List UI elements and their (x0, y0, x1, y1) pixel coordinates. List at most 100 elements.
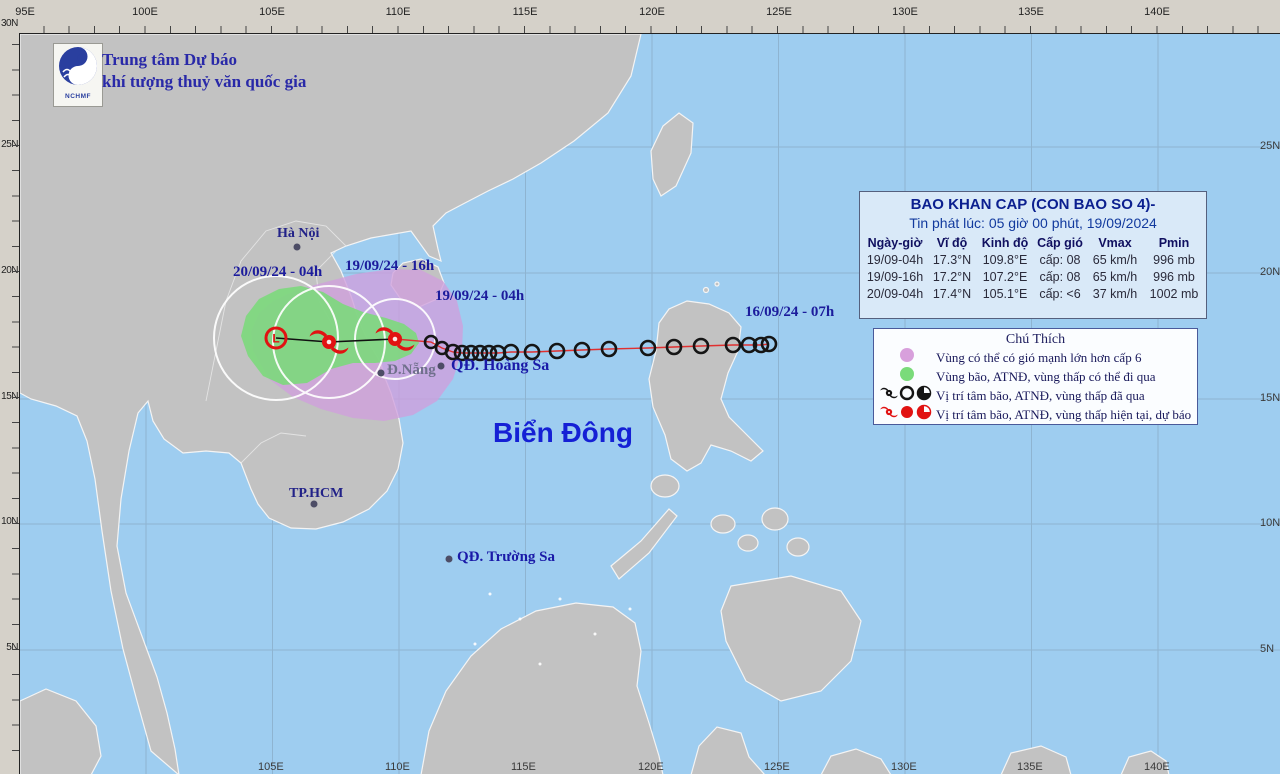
palawan-island (610, 508, 678, 580)
visayas-island (710, 514, 736, 534)
right-axis-label: 10N (1260, 517, 1280, 529)
reef-speckles (473, 592, 632, 666)
island-blob (1120, 750, 1170, 774)
table-cell: 17.3°N (932, 252, 972, 267)
label-bien-dong: Biển Đông (493, 417, 633, 448)
borneo-island (420, 602, 664, 774)
label-hanoi: Hà Nội (277, 226, 320, 241)
islet (702, 286, 710, 294)
legend-item: Vùng bão, ATNĐ, vùng thấp có thể đi qua (878, 367, 1193, 386)
place-dots (293, 243, 453, 563)
left-axis-label: 25N (1, 139, 18, 150)
island-blob (820, 748, 892, 774)
table-cell: 105.1°E (982, 286, 1028, 301)
left-axis: 25N 20N 15N 10N 5N (0, 33, 19, 774)
top-axis-label: 120E (639, 6, 665, 18)
track-time-label-4: 16/09/24 - 07h (745, 304, 835, 320)
legend-item-label: Vùng bão, ATNĐ, vùng thấp có thể đi qua (936, 368, 1156, 384)
top-axis-label: 115E (512, 6, 538, 18)
top-axis-label: 130E (892, 6, 918, 18)
bulletin-title: BAO KHAN CAP (CON BAO SO 4)- (910, 196, 1156, 213)
bottom-axis-label: 115E (511, 761, 536, 773)
typhoon-symbol-current (375, 327, 415, 351)
current-position-icons (880, 404, 932, 420)
islet (714, 281, 720, 287)
table-cell: 19/09-16h (866, 269, 924, 284)
table-cell: 996 mb (1153, 269, 1195, 284)
agency-name: Trung tâm Dự báo khí tượng thuỷ văn quốc… (102, 49, 306, 93)
low-marker-letter: L (272, 332, 279, 346)
table-cell: 65 km/h (1092, 269, 1138, 284)
bottom-axis-label: 140E (1144, 761, 1170, 773)
agency-line2: khí tượng thuỷ văn quốc gia (102, 72, 307, 91)
label-truong-sa: QĐ. Trường Sa (457, 549, 556, 565)
label-danang: Đ.Nẵng (387, 362, 436, 378)
bottom-axis-label: 120E (638, 761, 664, 773)
legend-box: Chú Thích Vùng có thể có gió mạnh lớn hơ… (873, 328, 1198, 425)
col-header: Ngày-giờ (867, 236, 923, 250)
left-axis-label: 5N (6, 642, 18, 653)
sumatra-tip (20, 688, 102, 774)
table-cell: 65 km/h (1092, 252, 1138, 267)
agency-line1: Trung tâm Dự báo (102, 50, 238, 69)
island-blob (1000, 745, 1072, 774)
nchmf-emblem-icon (59, 47, 97, 85)
table-cell: 107.2°E (982, 269, 1028, 284)
mindoro-island (650, 474, 680, 498)
typhoon-symbol-forecast (309, 330, 349, 354)
top-axis-label: 135E (1018, 6, 1044, 18)
track-time-label-3: 19/09/24 - 04h (435, 288, 525, 304)
top-axis: 95E 100E 105E 110E 115E 120E 125E 130E 1… (0, 0, 1280, 33)
table-cell: 1002 mb (1149, 286, 1199, 301)
col-header: Vmax (1098, 236, 1132, 250)
track-time-label-2: 19/09/24 - 16h (345, 258, 435, 274)
bottom-axis-label: 110E (385, 761, 410, 773)
label-hcmc: TP.HCM (289, 486, 344, 501)
bottom-axis-label: 135E (1017, 761, 1043, 773)
legend-title: Chú Thích (1005, 332, 1066, 347)
col-header: Kinh độ (981, 236, 1029, 250)
pass-area-icon (900, 367, 914, 381)
col-header: Cấp gió (1037, 236, 1083, 250)
table-cell: 109.8°E (982, 252, 1028, 267)
right-axis-label: 20N (1260, 266, 1280, 278)
corner-lat-label: 30N (1, 18, 18, 29)
sulawesi-tip (690, 726, 765, 774)
legend-item: Vị trí tâm bão, ATNĐ, vùng thấp đã qua (878, 385, 1193, 405)
taiwan-island (650, 112, 694, 197)
visayas-island (737, 534, 759, 552)
mindanao-island (720, 575, 862, 702)
top-axis-label: 100E (132, 6, 158, 18)
bulletin-table: Ngày-giờ Vĩ độ Kinh độ Cấp gió Vmax Pmin… (864, 235, 1202, 302)
bulletin-issued-line: Tin phát lúc: 05 giờ 00 phút, 19/09/2024 (909, 215, 1157, 231)
table-cell: cấp: 08 (1039, 269, 1081, 284)
table-cell: 37 km/h (1092, 286, 1138, 301)
left-axis-label: 10N (1, 516, 18, 527)
legend-item-label: Vùng có thể có gió mạnh lớn hơn cấp 6 (936, 349, 1142, 365)
low-pressure-marker: L (264, 326, 288, 350)
table-cell: cấp: <6 (1039, 286, 1081, 301)
col-header: Vĩ độ (936, 236, 968, 250)
nchmf-logo: NCHMF (53, 43, 103, 107)
map-graphics: L (20, 34, 1280, 774)
table-cell: 17.4°N (932, 286, 972, 301)
top-axis-label: 105E (259, 6, 285, 18)
col-header: Pmin (1158, 236, 1190, 250)
past-position-markers (423, 334, 778, 362)
left-axis-label: 20N (1, 265, 18, 276)
bottom-axis-label: 105E (258, 761, 284, 773)
map-canvas: L 25N 20N 15N 10N 5N 105E 110E 115E 120E… (19, 33, 1280, 774)
legend-item-label: Vị trí tâm bão, ATNĐ, vùng thấp hiện tại… (936, 406, 1192, 422)
samar-island (761, 507, 789, 531)
bottom-axis-label: 130E (891, 761, 917, 773)
legend-item-label: Vị trí tâm bão, ATNĐ, vùng thấp đã qua (936, 387, 1145, 403)
table-cell: 19/09-04h (866, 252, 924, 267)
logo-caption: NCHMF (65, 93, 91, 100)
left-axis-label: 15N (1, 391, 18, 402)
right-axis-label: 15N (1260, 392, 1280, 404)
right-axis-label: 25N (1260, 140, 1280, 152)
right-axis-label: 5N (1260, 643, 1275, 655)
visayas-island (786, 537, 810, 557)
label-hoang-sa: QĐ. Hoàng Sa (451, 357, 550, 374)
